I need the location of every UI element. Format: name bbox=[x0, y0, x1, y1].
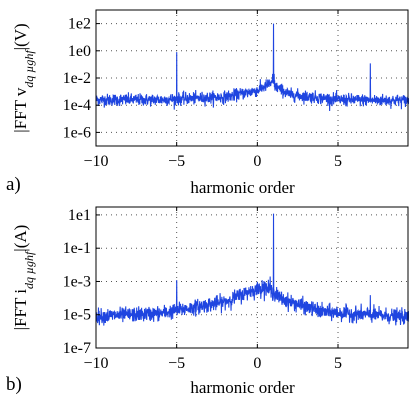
y-tick-label: 1e-5 bbox=[63, 307, 91, 324]
y-axis-label-prefix: |FFT i bbox=[11, 289, 30, 331]
x-tick-label: 0 bbox=[253, 355, 261, 372]
x-tick-label: 0 bbox=[253, 153, 261, 170]
y-axis-label: |FFT idq µghf|(A) bbox=[11, 225, 36, 331]
y-tick-label: 1e-1 bbox=[63, 240, 91, 257]
y-axis-label: |FFT vdq µghf|(V) bbox=[11, 23, 36, 132]
x-tick-label: 5 bbox=[334, 355, 342, 372]
panel-label: b) bbox=[6, 374, 22, 395]
y-tick-label: 1e2 bbox=[68, 16, 91, 33]
y-tick-label: 1e-6 bbox=[63, 124, 91, 141]
y-tick-label: 1e-3 bbox=[63, 273, 91, 290]
x-tick-label: −10 bbox=[83, 153, 108, 170]
spectrum-series-line bbox=[95, 213, 409, 326]
y-tick-label: 1e-2 bbox=[63, 70, 91, 87]
y-axis-label-prefix: |FFT v bbox=[11, 87, 30, 133]
x-tick-label: −10 bbox=[83, 355, 108, 372]
plot-frame bbox=[95, 206, 409, 349]
y-tick-label: 1e1 bbox=[68, 207, 91, 224]
x-tick-label: −5 bbox=[168, 355, 185, 372]
x-tick-label: −5 bbox=[168, 153, 185, 170]
y-tick-label: 1e-7 bbox=[63, 340, 91, 357]
y-axis-label-suffix: |(A) bbox=[11, 225, 30, 252]
chart-panel-b: −10 −5 0 5 1e1 1e-1 1e-3 1e-5 1e-7 harmonic order… bbox=[6, 206, 409, 397]
panel-label: a) bbox=[6, 174, 21, 195]
y-axis-label-subscript: dq µghf bbox=[22, 250, 36, 289]
chart-panel-a: −10 −5 0 5 1e2 1e0 1e-2 1e-4 1e-6 harmonic order |… bbox=[6, 9, 409, 197]
y-tick-label: 1e0 bbox=[68, 43, 91, 60]
y-tick-label: 1e-4 bbox=[63, 97, 91, 114]
spectrum-series-line bbox=[95, 23, 409, 111]
x-axis-label: harmonic order bbox=[190, 378, 295, 397]
x-axis-label: harmonic order bbox=[190, 178, 295, 197]
y-axis-label-subscript: dq µghf bbox=[22, 49, 36, 88]
y-axis-label-suffix: |(V) bbox=[11, 23, 30, 50]
x-tick-label: 5 bbox=[334, 153, 342, 170]
